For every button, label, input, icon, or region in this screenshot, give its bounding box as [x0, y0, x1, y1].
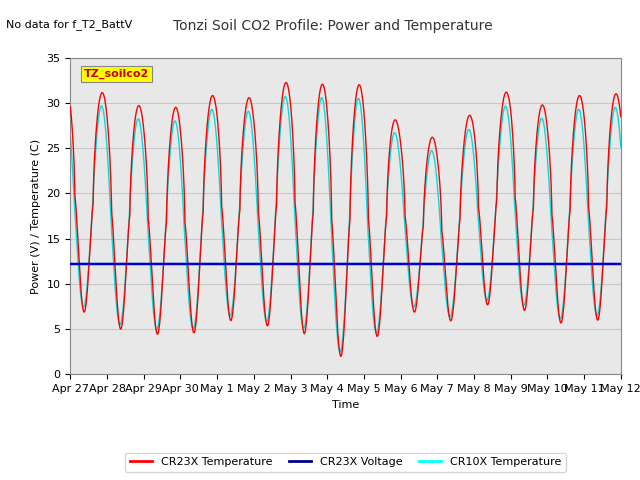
- Text: Tonzi Soil CO2 Profile: Power and Temperature: Tonzi Soil CO2 Profile: Power and Temper…: [173, 19, 493, 33]
- Y-axis label: Power (V) / Temperature (C): Power (V) / Temperature (C): [31, 138, 41, 294]
- Legend: CR23X Temperature, CR23X Voltage, CR10X Temperature: CR23X Temperature, CR23X Voltage, CR10X …: [125, 453, 566, 472]
- X-axis label: Time: Time: [332, 400, 359, 409]
- Text: No data for f_T2_BattV: No data for f_T2_BattV: [6, 19, 132, 30]
- Text: TZ_soilco2: TZ_soilco2: [84, 69, 149, 79]
